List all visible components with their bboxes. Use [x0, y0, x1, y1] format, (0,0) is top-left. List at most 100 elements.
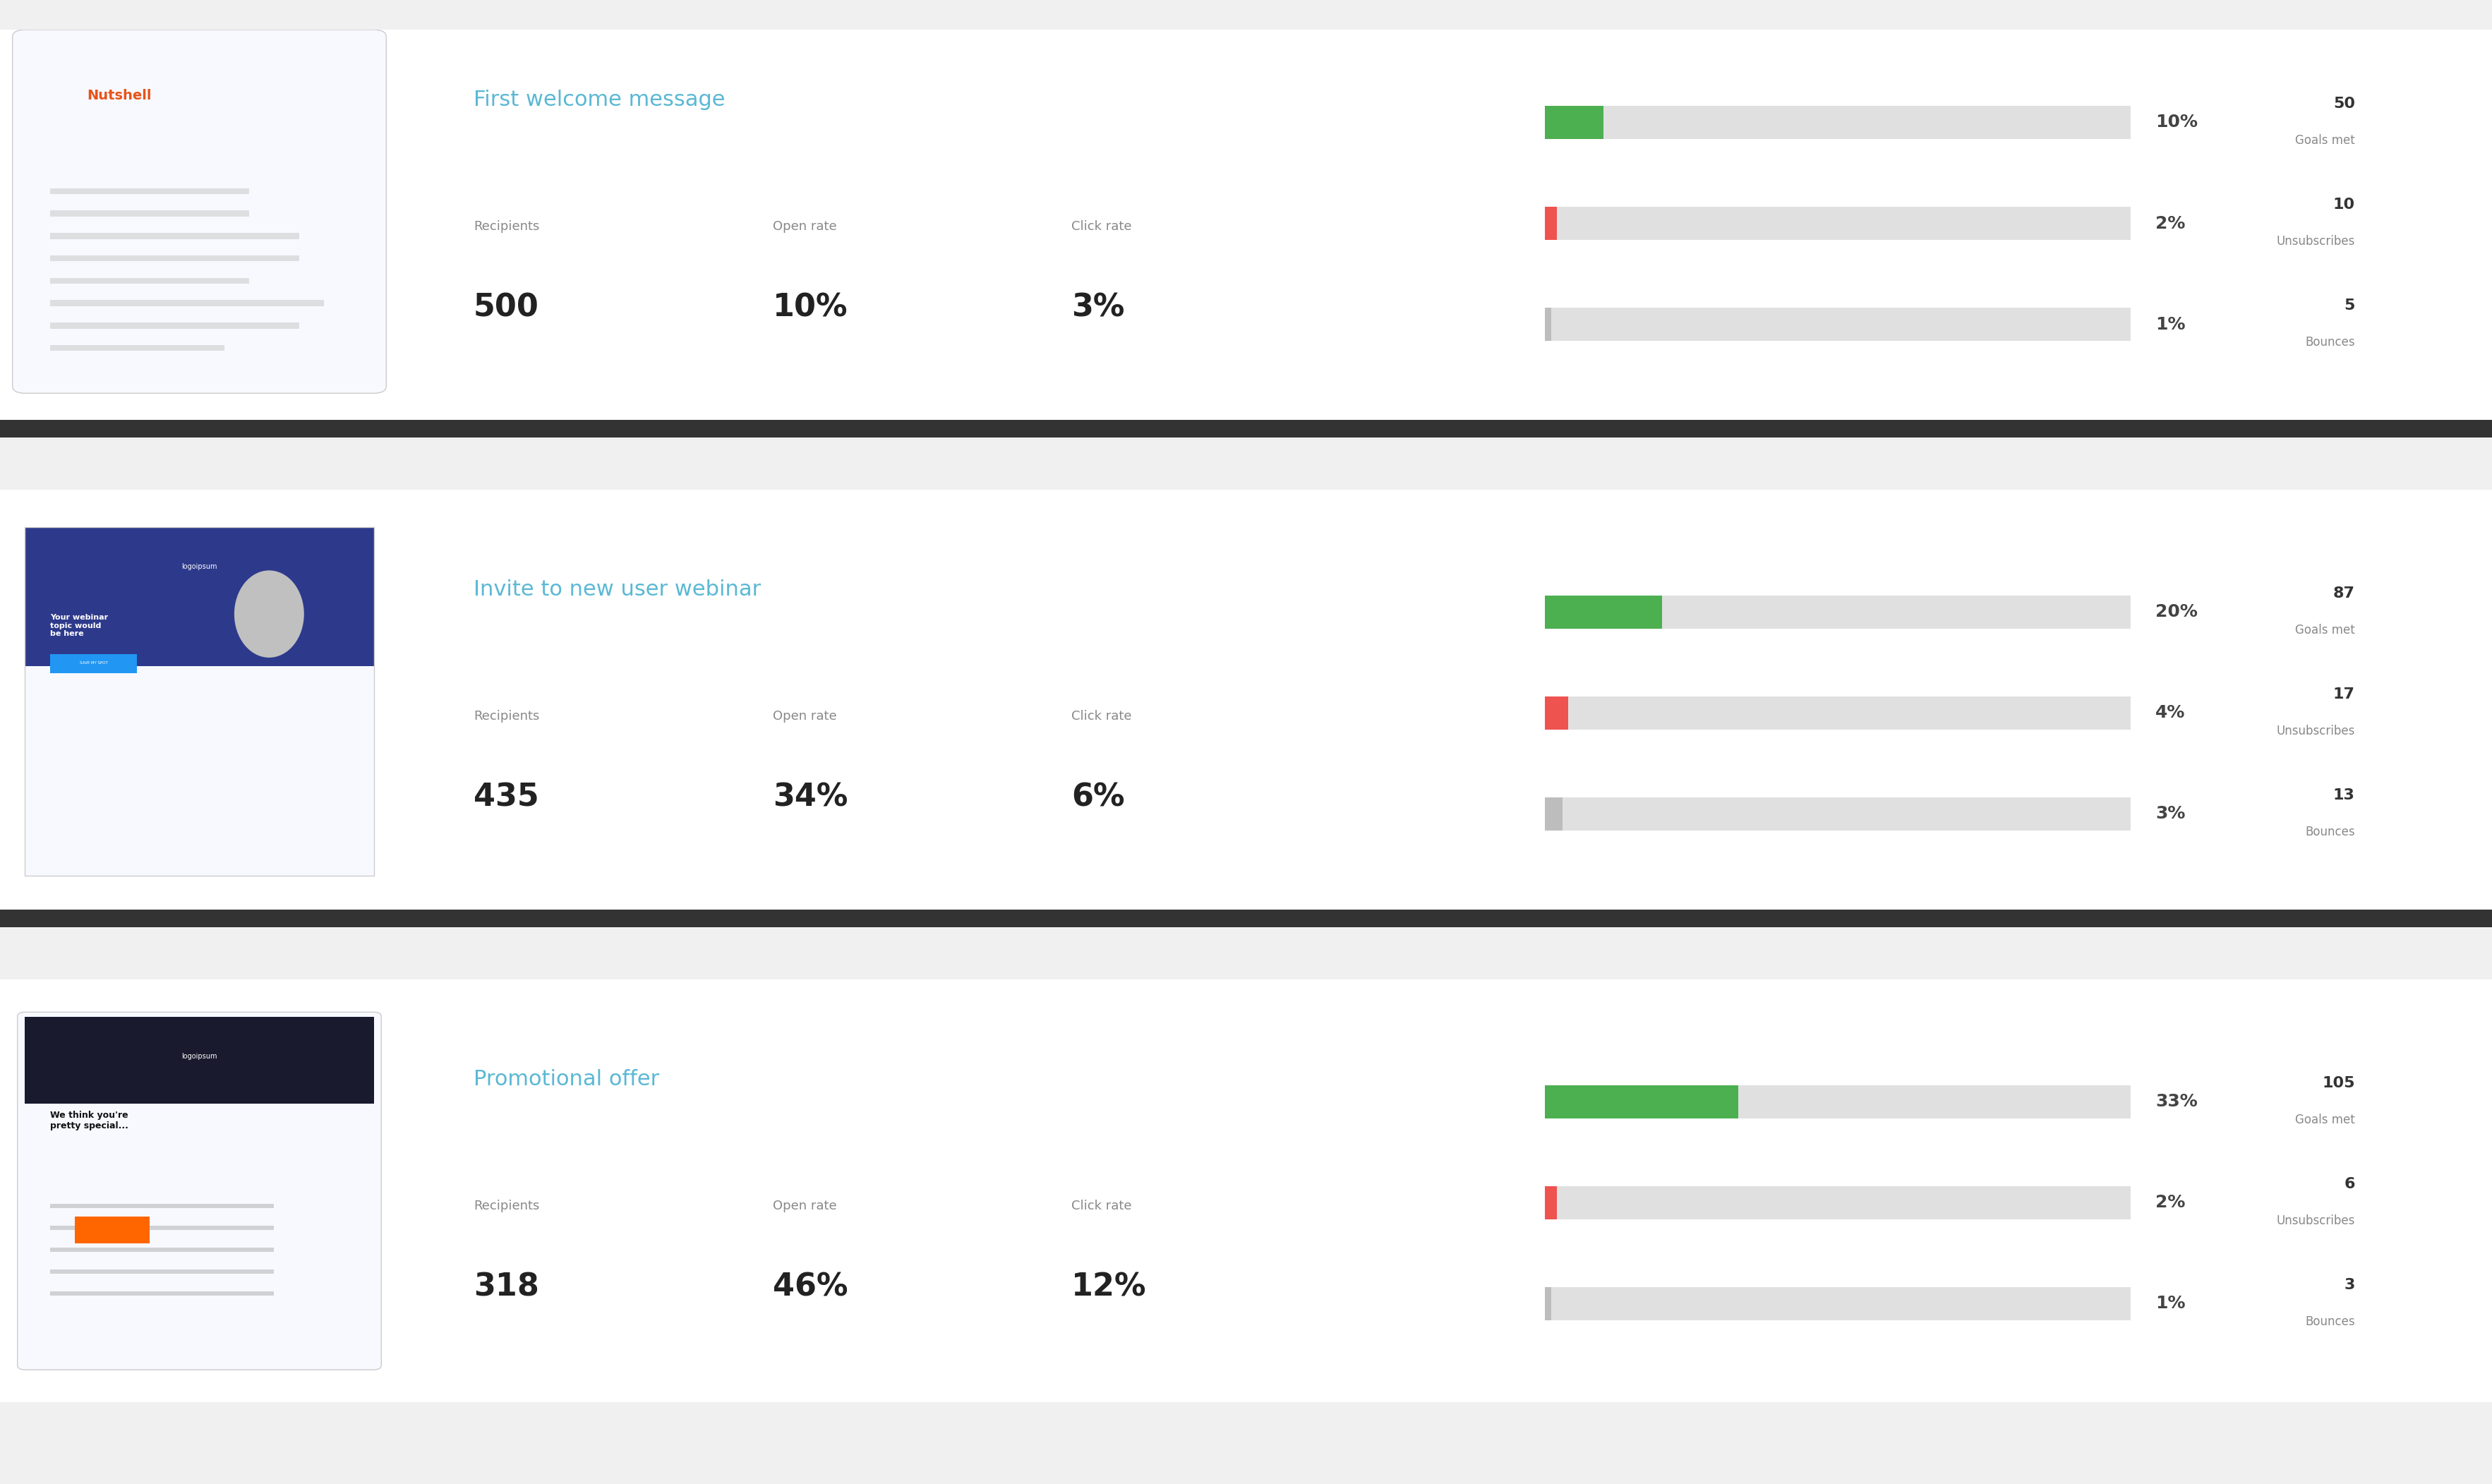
Text: 2%: 2%: [2156, 215, 2185, 232]
Text: Click rate: Click rate: [1072, 709, 1131, 723]
Text: Unsubscribes: Unsubscribes: [2275, 236, 2355, 248]
Bar: [50, 211, 324, 217]
Bar: [50, 1204, 274, 1208]
Bar: [1545, 697, 2131, 730]
Bar: [1545, 1288, 2131, 1321]
Text: Open rate: Open rate: [773, 1199, 837, 1212]
Text: Bounces: Bounces: [2305, 337, 2355, 349]
Bar: [1545, 1187, 2131, 1220]
Bar: [1545, 1086, 1739, 1119]
Text: logoipsum: logoipsum: [182, 1052, 217, 1060]
Text: 6: 6: [2345, 1177, 2355, 1192]
Text: Invite to new user webinar: Invite to new user webinar: [473, 580, 760, 600]
Text: 13: 13: [2333, 788, 2355, 803]
Bar: [1545, 1288, 1550, 1321]
Text: Click rate: Click rate: [1072, 220, 1131, 233]
Bar: [1545, 309, 2131, 341]
Text: 105: 105: [2323, 1076, 2355, 1091]
Bar: [50, 322, 249, 328]
Text: 4%: 4%: [2156, 705, 2185, 721]
Bar: [0, 979, 2492, 1402]
Text: 6%: 6%: [1072, 782, 1124, 813]
Text: 12%: 12%: [1072, 1272, 1146, 1303]
Text: 2%: 2%: [2156, 1195, 2185, 1211]
Text: 435: 435: [473, 782, 538, 813]
Bar: [0, 490, 2492, 913]
Text: logoipsum: logoipsum: [182, 562, 217, 570]
Text: 10: 10: [2333, 197, 2355, 212]
Text: Unsubscribes: Unsubscribes: [2275, 1215, 2355, 1227]
Bar: [50, 255, 249, 261]
Bar: [1545, 798, 1562, 831]
Bar: [50, 1269, 274, 1273]
Bar: [25, 527, 374, 876]
Bar: [50, 233, 324, 239]
FancyBboxPatch shape: [12, 30, 386, 393]
Bar: [0, 910, 2492, 928]
Bar: [1545, 107, 1602, 139]
Text: 17: 17: [2333, 687, 2355, 702]
Bar: [50, 654, 137, 674]
Text: Your webinar
topic would
be here: Your webinar topic would be here: [50, 614, 107, 638]
Text: Nutshell: Nutshell: [87, 89, 152, 102]
Bar: [1545, 107, 2131, 139]
Text: 3: 3: [2345, 1278, 2355, 1291]
Text: Recipients: Recipients: [473, 709, 538, 723]
Bar: [25, 527, 374, 666]
Text: Goals met: Goals met: [2295, 135, 2355, 147]
Bar: [1545, 309, 1550, 341]
Text: Open rate: Open rate: [773, 220, 837, 233]
Text: 3%: 3%: [2156, 806, 2185, 822]
Text: Bounces: Bounces: [2305, 1316, 2355, 1328]
Text: Goals met: Goals met: [2295, 1114, 2355, 1126]
Text: 20%: 20%: [2156, 604, 2198, 620]
Bar: [0, 0, 2492, 423]
Text: Recipients: Recipients: [473, 1199, 538, 1212]
Text: Promotional offer: Promotional offer: [473, 1070, 660, 1089]
Text: We think you're
pretty special...: We think you're pretty special...: [50, 1110, 127, 1131]
Bar: [50, 1226, 274, 1230]
Text: 5: 5: [2345, 298, 2355, 313]
Bar: [1545, 208, 2131, 240]
Text: 33%: 33%: [2156, 1094, 2198, 1110]
Bar: [0, 0, 2492, 30]
Text: 87: 87: [2333, 586, 2355, 601]
FancyBboxPatch shape: [25, 666, 374, 876]
Bar: [1545, 1187, 1558, 1220]
Text: Unsubscribes: Unsubscribes: [2275, 726, 2355, 738]
Text: 46%: 46%: [773, 1272, 847, 1303]
Text: First welcome message: First welcome message: [473, 91, 725, 110]
Bar: [1545, 597, 2131, 629]
Text: Click rate: Click rate: [1072, 1199, 1131, 1212]
Bar: [1545, 208, 1558, 240]
Bar: [1545, 697, 1567, 730]
Bar: [25, 1017, 374, 1104]
Text: 1%: 1%: [2156, 316, 2185, 332]
Bar: [0, 420, 2492, 438]
Text: 10%: 10%: [773, 292, 847, 324]
Bar: [1545, 1086, 2131, 1119]
Bar: [50, 300, 299, 306]
Text: 318: 318: [473, 1272, 538, 1303]
Bar: [50, 346, 299, 352]
Text: SAVE MY SPOT: SAVE MY SPOT: [80, 660, 107, 665]
Text: Recipients: Recipients: [473, 220, 538, 233]
Bar: [50, 1291, 274, 1296]
Text: Bounces: Bounces: [2305, 827, 2355, 838]
Bar: [50, 1248, 274, 1252]
Bar: [50, 188, 324, 194]
Bar: [1545, 798, 2131, 831]
Text: Goals met: Goals met: [2295, 625, 2355, 637]
Bar: [50, 278, 249, 283]
Text: 10%: 10%: [2156, 114, 2198, 131]
Text: 500: 500: [473, 292, 538, 324]
Text: 3%: 3%: [1072, 292, 1124, 324]
FancyBboxPatch shape: [17, 1012, 381, 1370]
Bar: [75, 1217, 150, 1244]
Text: 50: 50: [2333, 96, 2355, 111]
Text: 34%: 34%: [773, 782, 847, 813]
Text: Open rate: Open rate: [773, 709, 837, 723]
Bar: [1545, 597, 1662, 629]
Ellipse shape: [234, 570, 304, 657]
Text: 1%: 1%: [2156, 1296, 2185, 1312]
